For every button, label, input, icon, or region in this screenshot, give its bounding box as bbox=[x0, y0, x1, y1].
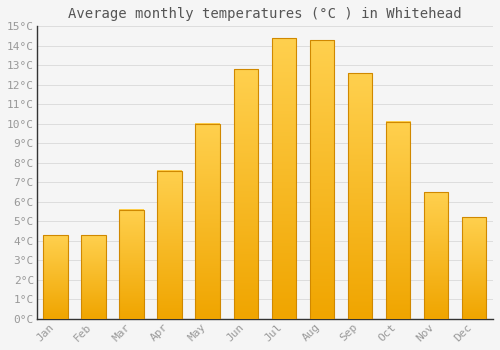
Bar bbox=[424, 192, 448, 319]
Bar bbox=[462, 217, 486, 319]
Title: Average monthly temperatures (°C ) in Whitehead: Average monthly temperatures (°C ) in Wh… bbox=[68, 7, 462, 21]
Bar bbox=[196, 124, 220, 319]
Bar bbox=[272, 38, 296, 319]
Bar bbox=[348, 73, 372, 319]
Bar bbox=[82, 235, 106, 319]
Bar bbox=[386, 122, 410, 319]
Bar bbox=[120, 210, 144, 319]
Bar bbox=[234, 69, 258, 319]
Bar bbox=[310, 40, 334, 319]
Bar bbox=[44, 235, 68, 319]
Bar bbox=[158, 171, 182, 319]
